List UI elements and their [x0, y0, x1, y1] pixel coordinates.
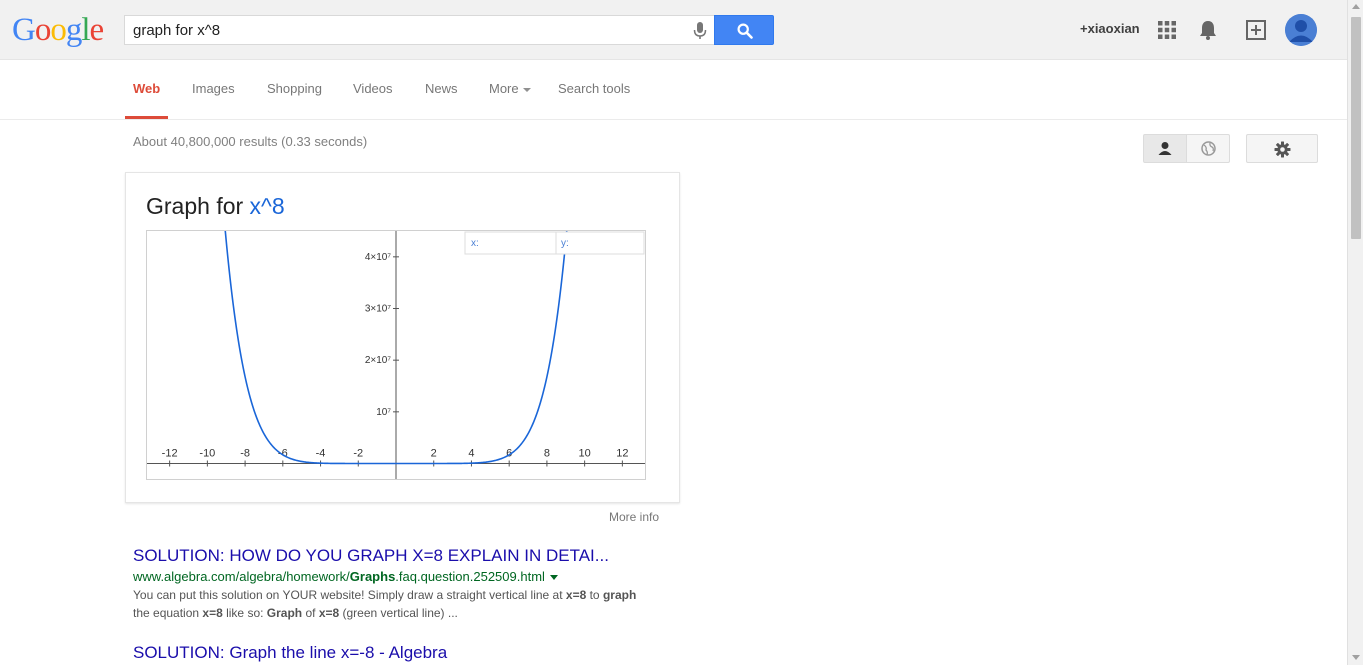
x-tick-label: -6 [278, 448, 288, 460]
apps-grid-icon[interactable] [1156, 19, 1178, 41]
url-options-caret-icon[interactable] [550, 575, 558, 580]
result-snippet: You can put this solution on YOUR websit… [133, 586, 653, 622]
results-stats: About 40,800,000 results (0.33 seconds) [133, 134, 367, 149]
user-name-link[interactable]: +xiaoxian [1080, 21, 1140, 36]
account-avatar[interactable] [1285, 14, 1317, 46]
y-readout-label: y: [561, 238, 569, 249]
y-tick-label: 10⁷ [376, 407, 391, 418]
share-plus-icon[interactable] [1245, 19, 1267, 41]
graph-card: Graph for x^8 -12 -10 -8 -6 -4 -2 2 4 6 8 10 12 10⁷ 2… [125, 172, 680, 503]
result-url-prefix: www.algebra.com/algebra/homework/ [133, 569, 350, 584]
page-scrollbar[interactable] [1347, 0, 1363, 665]
result-url-suffix: .faq.question.252509.html [395, 569, 545, 584]
search-nav-bar: Web Images Shopping Videos News More Sea… [0, 60, 1347, 120]
logo-letter: g [66, 12, 82, 49]
personal-results-toggle[interactable] [1143, 134, 1187, 163]
x-tick-label: -2 [353, 448, 363, 460]
settings-button[interactable] [1246, 134, 1318, 163]
notifications-bell-icon[interactable] [1197, 19, 1219, 41]
search-input[interactable] [133, 20, 673, 40]
top-bar: Google +xiaoxian [0, 0, 1347, 60]
graph-canvas[interactable]: -12 -10 -8 -6 -4 -2 2 4 6 8 10 1210⁷2×10⁷3×10⁷4×10⁷… [147, 231, 645, 479]
more-info-link[interactable]: More info [609, 510, 659, 524]
active-tab-indicator [125, 116, 168, 119]
result-title-link[interactable]: SOLUTION: Graph the line x=-8 - Algebra [133, 643, 653, 663]
x-tick-label: 12 [616, 448, 628, 460]
tab-news[interactable]: News [425, 81, 458, 96]
google-logo[interactable]: Google [12, 12, 103, 49]
function-graph[interactable]: -12 -10 -8 -6 -4 -2 2 4 6 8 10 12 10⁷ 2×10⁷ 3×10⁷ 4×10⁷… [146, 230, 646, 480]
logo-letter: o [35, 12, 51, 49]
logo-letter: G [12, 12, 35, 49]
gear-icon [1274, 141, 1291, 158]
y-tick-label: 2×10⁷ [365, 355, 392, 366]
x-tick-label: -10 [199, 448, 215, 460]
globe-icon [1201, 141, 1216, 156]
x-tick-label: 10 [579, 448, 591, 460]
search-button[interactable] [714, 15, 774, 45]
logo-letter: e [90, 12, 104, 49]
tab-images[interactable]: Images [192, 81, 235, 96]
tab-videos[interactable]: Videos [353, 81, 393, 96]
y-tick-label: 3×10⁷ [365, 304, 392, 315]
search-tools-button[interactable]: Search tools [558, 81, 630, 96]
chevron-down-icon [523, 88, 531, 92]
graph-card-title: Graph for x^8 [146, 193, 285, 220]
x-tick-label: -8 [240, 448, 250, 460]
scroll-up-arrow-icon[interactable] [1352, 4, 1360, 9]
scroll-down-arrow-icon[interactable] [1352, 655, 1360, 660]
search-result: SOLUTION: Graph the line x=-8 - Algebra [133, 643, 653, 663]
graph-function-link[interactable]: x^8 [250, 193, 285, 219]
tab-web[interactable]: Web [133, 81, 160, 96]
logo-letter: o [50, 12, 66, 49]
search-icon [737, 23, 753, 39]
result-url-bold: Graphs [350, 569, 396, 584]
result-url: www.algebra.com/algebra/homework/Graphs.… [133, 569, 653, 584]
graph-title-prefix: Graph for [146, 193, 250, 219]
x-tick-label: -12 [162, 448, 178, 460]
logo-letter: l [81, 12, 89, 49]
tab-more[interactable]: More [489, 81, 531, 96]
search-result: SOLUTION: HOW DO YOU GRAPH X=8 EXPLAIN I… [133, 546, 653, 622]
x-tick-label: 2 [431, 448, 437, 460]
scrollbar-thumb[interactable] [1351, 17, 1361, 239]
x-readout-label: x: [471, 238, 479, 249]
tab-shopping[interactable]: Shopping [267, 81, 322, 96]
result-title-link[interactable]: SOLUTION: HOW DO YOU GRAPH X=8 EXPLAIN I… [133, 546, 653, 566]
tab-more-label: More [489, 81, 519, 96]
global-results-toggle[interactable] [1186, 134, 1230, 163]
person-icon [1285, 14, 1317, 46]
search-box[interactable] [124, 15, 714, 45]
y-readout-box [556, 232, 644, 254]
x-tick-label: 4 [468, 448, 474, 460]
microphone-icon[interactable] [692, 21, 708, 41]
person-icon [1158, 141, 1172, 156]
y-tick-label: 4×10⁷ [365, 252, 392, 263]
x-tick-label: 8 [544, 448, 550, 460]
x-tick-label: -4 [316, 448, 326, 460]
